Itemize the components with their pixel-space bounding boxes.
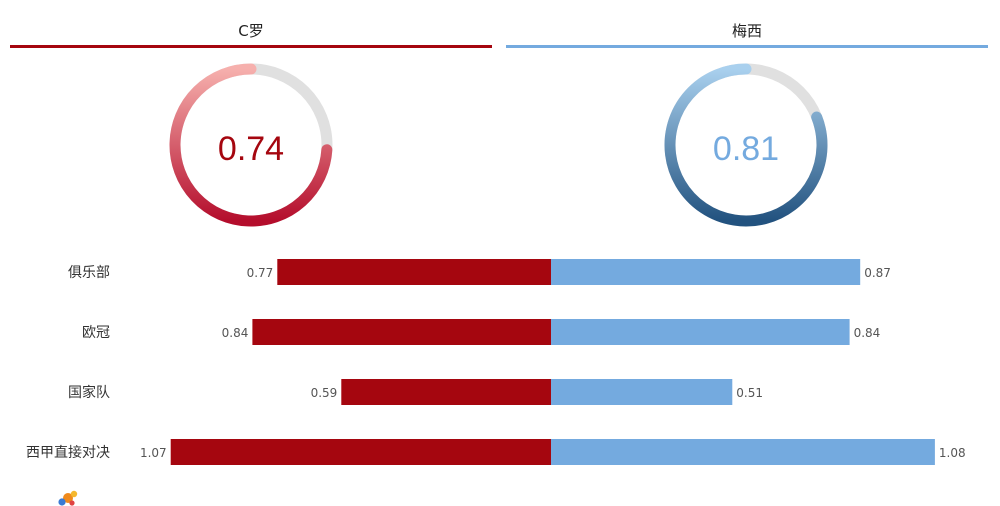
brand-logo-icon (58, 490, 78, 506)
cristiano-score: 0.74 (218, 130, 284, 168)
bar-value-messi: 0.51 (736, 386, 763, 400)
category-label: 国家队 (68, 384, 110, 401)
cristiano-gauge-arc (169, 63, 333, 227)
category-label: 俱乐部 (68, 265, 110, 281)
butterfly-bars: 俱乐部 0.77 0.87 欧冠 0.84 0.84 国家队 0.59 0.51 西甲直接对决 1.… (26, 259, 966, 465)
cristiano-title-underline (10, 45, 492, 48)
bar-cristiano (341, 379, 551, 405)
cristiano-title: C罗 (238, 22, 264, 40)
bar-value-cristiano: 0.84 (222, 326, 249, 340)
messi-title: 梅西 (731, 22, 762, 40)
messi-gauge-arc (664, 63, 828, 227)
messi-gauge: 0.81 (664, 63, 828, 227)
bar-value-messi: 0.87 (864, 266, 891, 280)
bar-cristiano (277, 259, 551, 285)
messi-score: 0.81 (713, 130, 779, 168)
cristiano-gauge: 0.74 (169, 63, 333, 227)
bar-value-messi: 0.84 (854, 326, 881, 340)
bar-value-cristiano: 1.07 (140, 446, 167, 460)
category-label: 西甲直接对决 (26, 444, 110, 461)
bar-value-cristiano: 0.77 (247, 266, 274, 280)
bar-value-messi: 1.08 (939, 446, 966, 460)
bar-messi (551, 259, 861, 285)
messi-title-underline (506, 45, 988, 48)
bar-messi (551, 319, 850, 345)
bar-cristiano (170, 439, 551, 465)
bar-value-cristiano: 0.59 (311, 386, 338, 400)
category-label: 欧冠 (82, 325, 110, 341)
bar-messi (551, 379, 733, 405)
bar-cristiano (252, 319, 551, 345)
bar-messi (551, 439, 935, 465)
